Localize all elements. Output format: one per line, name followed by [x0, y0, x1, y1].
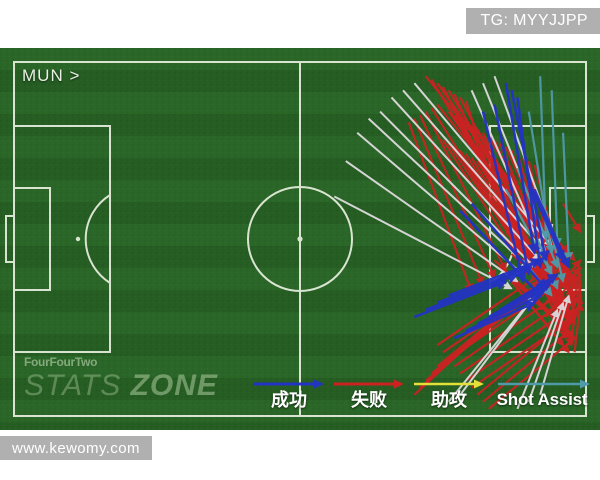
pass-arrow: [367, 117, 530, 269]
pass-arrow: [402, 89, 547, 255]
pass-arrow: [573, 301, 585, 353]
legend-label-unsuccessful: 失败: [351, 390, 387, 410]
pass-arrow: [493, 104, 533, 276]
pass-arrow: [379, 110, 536, 269]
pass-arrow: [562, 132, 574, 262]
pass-arrow: [436, 273, 542, 347]
pass-arrow: [459, 301, 565, 375]
pass-arrow: [459, 209, 542, 297]
pass-arrow: [550, 90, 562, 248]
legend-label-successful: 成功: [271, 390, 307, 410]
pass-arrow: [390, 96, 542, 262]
pass-arrow: [476, 323, 565, 396]
site-watermark: www.kewomy.com: [0, 436, 152, 460]
legend-item-unsuccessful[interactable]: 失败: [332, 378, 406, 409]
legend-item-assist[interactable]: 助攻: [412, 378, 486, 409]
pass-series-successful: [413, 82, 571, 340]
legend-item-shot-assist[interactable]: Shot Assist: [492, 378, 592, 408]
telegram-watermark: TG: MYYJJPP: [466, 8, 600, 34]
pass-arrow: [356, 132, 525, 276]
pitch-panel: MUN > FourFourTwo STATS ZONE 成功 失败: [0, 48, 600, 430]
legend-arrow-blue-icon: [254, 379, 324, 389]
legend: 成功 失败 助攻 Sh: [252, 378, 592, 420]
telegram-watermark-text: TG: MYYJJPP: [480, 12, 588, 29]
legend-arrow-red-icon: [334, 379, 404, 389]
pass-arrow: [516, 308, 559, 410]
pass-arrow: [527, 181, 565, 262]
pass-arrow: [504, 82, 539, 255]
pass-arrow: [345, 160, 519, 283]
pass-arrow: [539, 294, 572, 396]
legend-arrow-teal-icon: [498, 379, 590, 389]
site-watermark-text: www.kewomy.com: [12, 439, 140, 457]
legend-item-successful[interactable]: 成功: [252, 378, 326, 409]
pass-arrow: [413, 279, 508, 319]
pass-arrow: [413, 118, 485, 287]
pass-arrow: [470, 202, 548, 290]
pass-arrow: [333, 195, 513, 290]
pass-arrow-layer: [333, 75, 585, 410]
pass-arrow: [533, 188, 571, 269]
team-label: MUN >: [22, 66, 81, 85]
pass-map-chart: [0, 48, 600, 430]
legend-label-assist: 助攻: [431, 390, 467, 410]
pass-arrow: [516, 97, 545, 269]
pass-arrow: [527, 111, 556, 255]
legend-arrow-yellow-icon: [414, 379, 484, 389]
legend-label-shot-assist: Shot Assist: [496, 390, 588, 409]
pass-arrow: [453, 301, 536, 340]
pass-arrow: [488, 280, 554, 319]
